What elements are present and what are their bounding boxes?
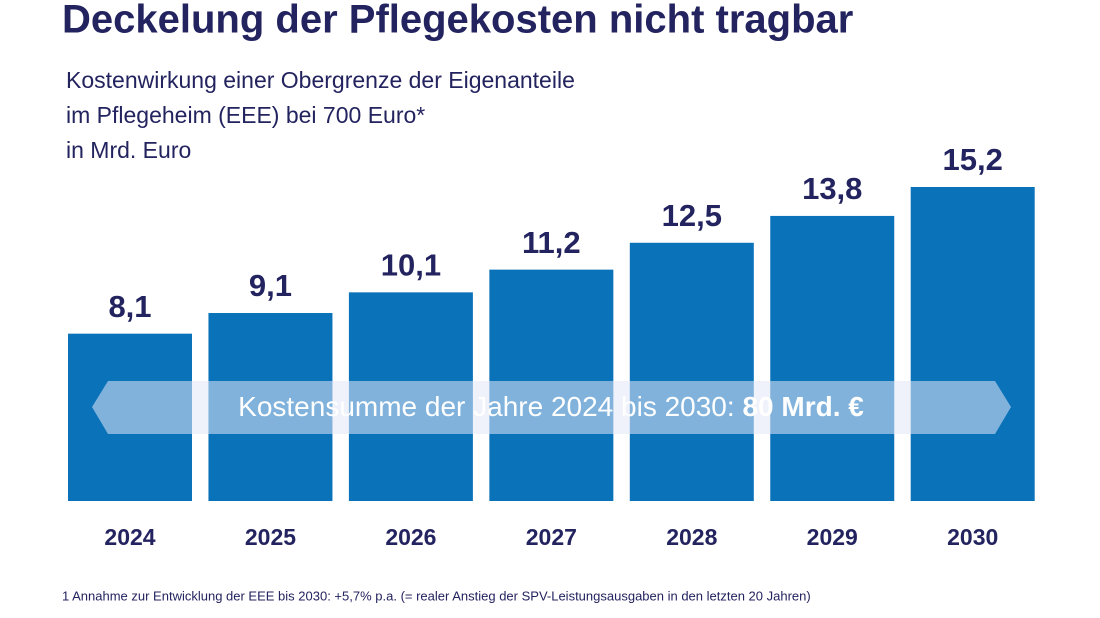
subtitle: im Pflegeheim (EEE) bei 700 Euro* bbox=[66, 102, 425, 128]
value-label: 15,2 bbox=[943, 142, 1003, 177]
x-tick-label: 2027 bbox=[526, 524, 577, 550]
summary-text: Kostensumme der Jahre 2024 bis 2030: 80 … bbox=[238, 391, 864, 422]
bars: 8,1 2024 9,1 2025 10,1 2026 11,2 2027 12,5 2028 13… bbox=[68, 142, 1035, 550]
x-tick-label: 2024 bbox=[104, 524, 155, 550]
value-label: 13,8 bbox=[802, 171, 862, 206]
subtitle: in Mrd. Euro bbox=[66, 137, 191, 163]
x-tick-label: 2030 bbox=[947, 524, 998, 550]
x-tick-label: 2028 bbox=[666, 524, 717, 550]
value-label: 9,1 bbox=[249, 268, 292, 303]
value-label: 8,1 bbox=[108, 289, 151, 324]
summary-value: 80 Mrd. € bbox=[742, 391, 864, 422]
chart-title: Deckelung der Pflegekosten nicht tragbar bbox=[62, 0, 853, 42]
summary-label: Kostensumme der Jahre 2024 bis 2030: bbox=[238, 391, 735, 422]
bar bbox=[770, 215, 895, 501]
summary-banner bbox=[92, 381, 1011, 434]
footnote: 1 Annahme zur Entwicklung der EEE bis 20… bbox=[62, 588, 811, 603]
value-label: 10,1 bbox=[381, 248, 441, 283]
bar bbox=[910, 187, 1035, 501]
x-tick-label: 2026 bbox=[385, 524, 436, 550]
value-label: 11,2 bbox=[522, 225, 581, 260]
x-tick-label: 2029 bbox=[807, 524, 858, 550]
subtitle: Kostenwirkung einer Obergrenze der Eigen… bbox=[66, 67, 575, 93]
bar bbox=[629, 242, 754, 502]
x-tick-label: 2025 bbox=[245, 524, 296, 550]
value-label: 12,5 bbox=[662, 198, 722, 233]
